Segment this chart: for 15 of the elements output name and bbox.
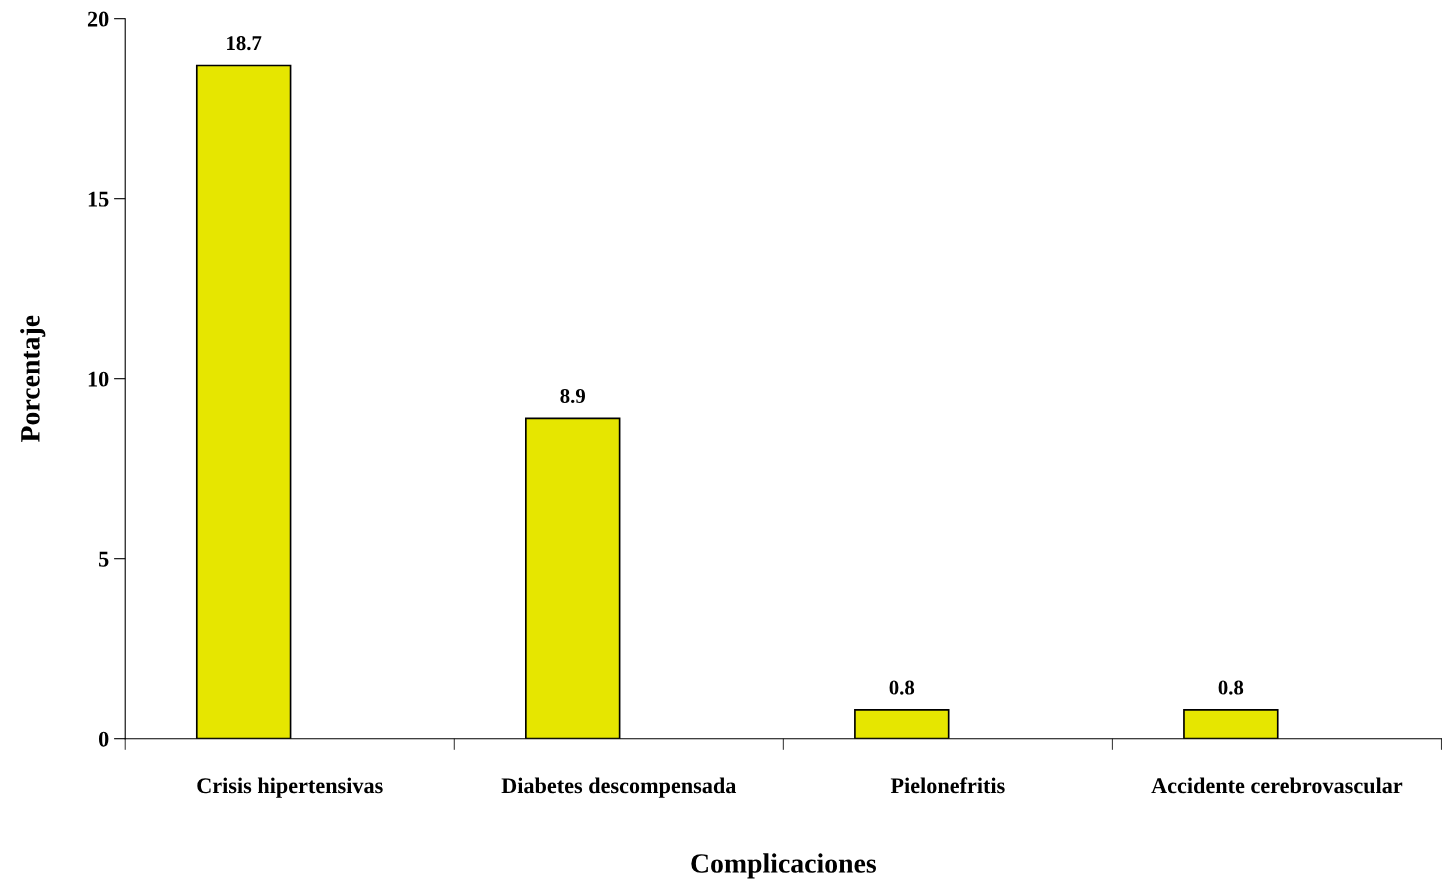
- x-axis-title: Complicaciones: [691, 853, 876, 879]
- y-tick-label: 20: [87, 11, 109, 27]
- data-label: 0.8: [889, 680, 915, 695]
- y-tick-label: 10: [88, 371, 109, 387]
- data-label: 18.7: [227, 36, 262, 51]
- x-tick-label: Diabetes descompensada: [501, 777, 737, 798]
- data-label: 8.9: [560, 388, 585, 404]
- data-label: 0.8: [1218, 680, 1244, 695]
- x-tick-label: Accidente cerebrovascular: [1151, 777, 1403, 794]
- y-tick-label: 0: [98, 731, 109, 747]
- x-tick-label: Pielonefritis: [890, 777, 1005, 794]
- y-axis-title: Porcentaje: [20, 315, 46, 442]
- y-tick-label: 15: [88, 191, 109, 207]
- x-tick-label: Crisis hipertensivas: [197, 777, 383, 798]
- y-tick-label: 5: [99, 551, 109, 567]
